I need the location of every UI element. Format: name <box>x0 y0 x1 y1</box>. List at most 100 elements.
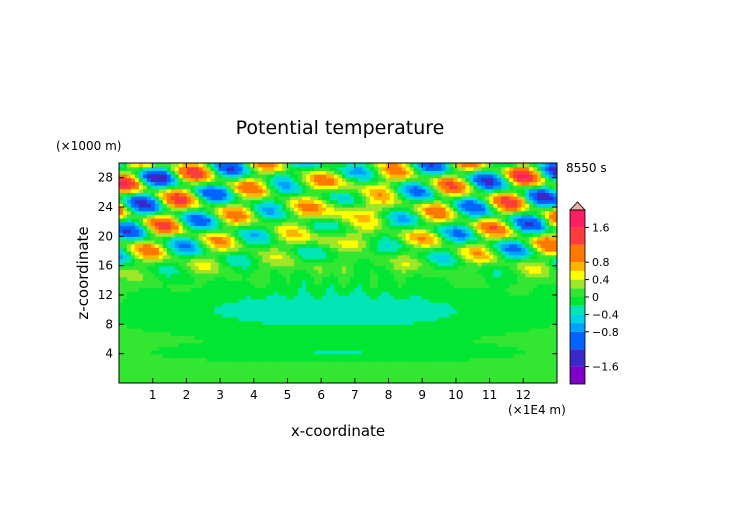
heatmap-cell <box>230 229 236 234</box>
heatmap-cell <box>234 375 240 380</box>
heatmap-cell <box>314 302 319 307</box>
heatmap-cell <box>234 328 240 333</box>
heatmap-cell <box>270 203 275 208</box>
heatmap-cell <box>226 210 232 215</box>
heatmap-cell <box>441 174 447 179</box>
heatmap-cell <box>278 324 283 329</box>
heatmap-cell <box>290 236 295 241</box>
heatmap-cell <box>278 214 283 219</box>
heatmap-cell <box>170 177 176 182</box>
heatmap-cell <box>433 342 439 347</box>
heatmap-cell <box>393 328 399 333</box>
heatmap-cell <box>182 324 188 329</box>
heatmap-cell <box>250 185 255 190</box>
heatmap-cell <box>417 251 423 256</box>
heatmap-cell <box>298 280 303 285</box>
heatmap-cell <box>326 361 331 366</box>
heatmap-cell <box>134 353 140 358</box>
heatmap-cell <box>222 364 228 369</box>
heatmap-cell <box>230 287 236 292</box>
heatmap-cell <box>429 254 435 259</box>
heatmap-cell <box>162 196 168 201</box>
heatmap-cell <box>369 346 375 351</box>
heatmap-cell <box>409 298 415 303</box>
heatmap-cell <box>405 302 411 307</box>
heatmap-cell <box>254 199 259 204</box>
heatmap-cell <box>326 298 331 303</box>
heatmap-cell <box>286 192 291 197</box>
heatmap-cell <box>433 210 439 215</box>
heatmap-cell <box>365 350 371 355</box>
heatmap-cell <box>270 317 275 322</box>
heatmap-cell <box>198 357 204 362</box>
heatmap-cell <box>322 232 327 237</box>
heatmap-cell <box>174 357 180 362</box>
heatmap-cell <box>377 317 383 322</box>
heatmap-cell <box>369 207 375 212</box>
heatmap-cell <box>226 368 232 373</box>
heatmap-cell <box>417 339 423 344</box>
heatmap-cell <box>210 236 216 241</box>
heatmap-cell <box>278 309 283 314</box>
heatmap-cell <box>338 339 343 344</box>
heatmap-cell <box>282 302 287 307</box>
heatmap-cell <box>138 375 144 380</box>
heatmap-cell <box>445 174 451 179</box>
heatmap-cell <box>282 335 287 340</box>
heatmap-cell <box>218 240 224 245</box>
heatmap-cell <box>126 174 132 179</box>
heatmap-cell <box>238 364 244 369</box>
heatmap-cell <box>338 203 343 208</box>
heatmap-cell <box>146 280 152 285</box>
heatmap-cell <box>421 350 427 355</box>
heatmap-cell <box>389 192 395 197</box>
heatmap-cell <box>166 192 172 197</box>
heatmap-cell <box>154 361 160 366</box>
heatmap-cell <box>122 361 128 366</box>
heatmap-cell <box>210 163 216 168</box>
heatmap-cell <box>162 243 168 248</box>
heatmap-cell <box>146 339 152 344</box>
heatmap-cell <box>134 170 140 175</box>
heatmap-cell <box>198 291 204 296</box>
heatmap-cell <box>393 225 399 230</box>
heatmap-cell <box>186 335 192 340</box>
heatmap-cell <box>326 335 331 340</box>
heatmap-cell <box>210 265 216 270</box>
heatmap-cell <box>174 361 180 366</box>
heatmap-cell <box>214 258 220 263</box>
heatmap-cell <box>138 350 144 355</box>
heatmap-cell <box>377 372 383 377</box>
heatmap-cell <box>369 170 375 175</box>
heatmap-cell <box>130 262 136 267</box>
heatmap-cell <box>226 295 232 300</box>
heatmap-cell <box>250 273 255 278</box>
heatmap-cell <box>330 339 335 344</box>
heatmap-cell <box>433 203 439 208</box>
heatmap-cell <box>119 317 124 322</box>
heatmap-cell <box>138 196 144 201</box>
heatmap-cell <box>373 346 379 351</box>
heatmap-cell <box>130 177 136 182</box>
heatmap-cell <box>206 375 212 380</box>
heatmap-cell <box>433 269 439 274</box>
heatmap-cell <box>222 317 228 322</box>
heatmap-cell <box>250 265 255 270</box>
heatmap-cell <box>190 166 196 171</box>
heatmap-cell <box>314 218 319 223</box>
heatmap-cell <box>381 254 387 259</box>
heatmap-cell <box>162 273 168 278</box>
heatmap-cell <box>377 163 383 168</box>
heatmap-cell <box>270 221 275 226</box>
heatmap-cell <box>182 368 188 373</box>
heatmap-cell <box>310 199 315 204</box>
heatmap-cell <box>306 166 311 171</box>
heatmap-cell <box>198 368 204 373</box>
heatmap-cell <box>166 342 172 347</box>
heatmap-cell <box>142 287 148 292</box>
heatmap-cell <box>146 287 152 292</box>
heatmap-cell <box>150 364 156 369</box>
heatmap-cell <box>338 353 343 358</box>
heatmap-cell <box>254 265 259 270</box>
heatmap-cell <box>282 324 287 329</box>
